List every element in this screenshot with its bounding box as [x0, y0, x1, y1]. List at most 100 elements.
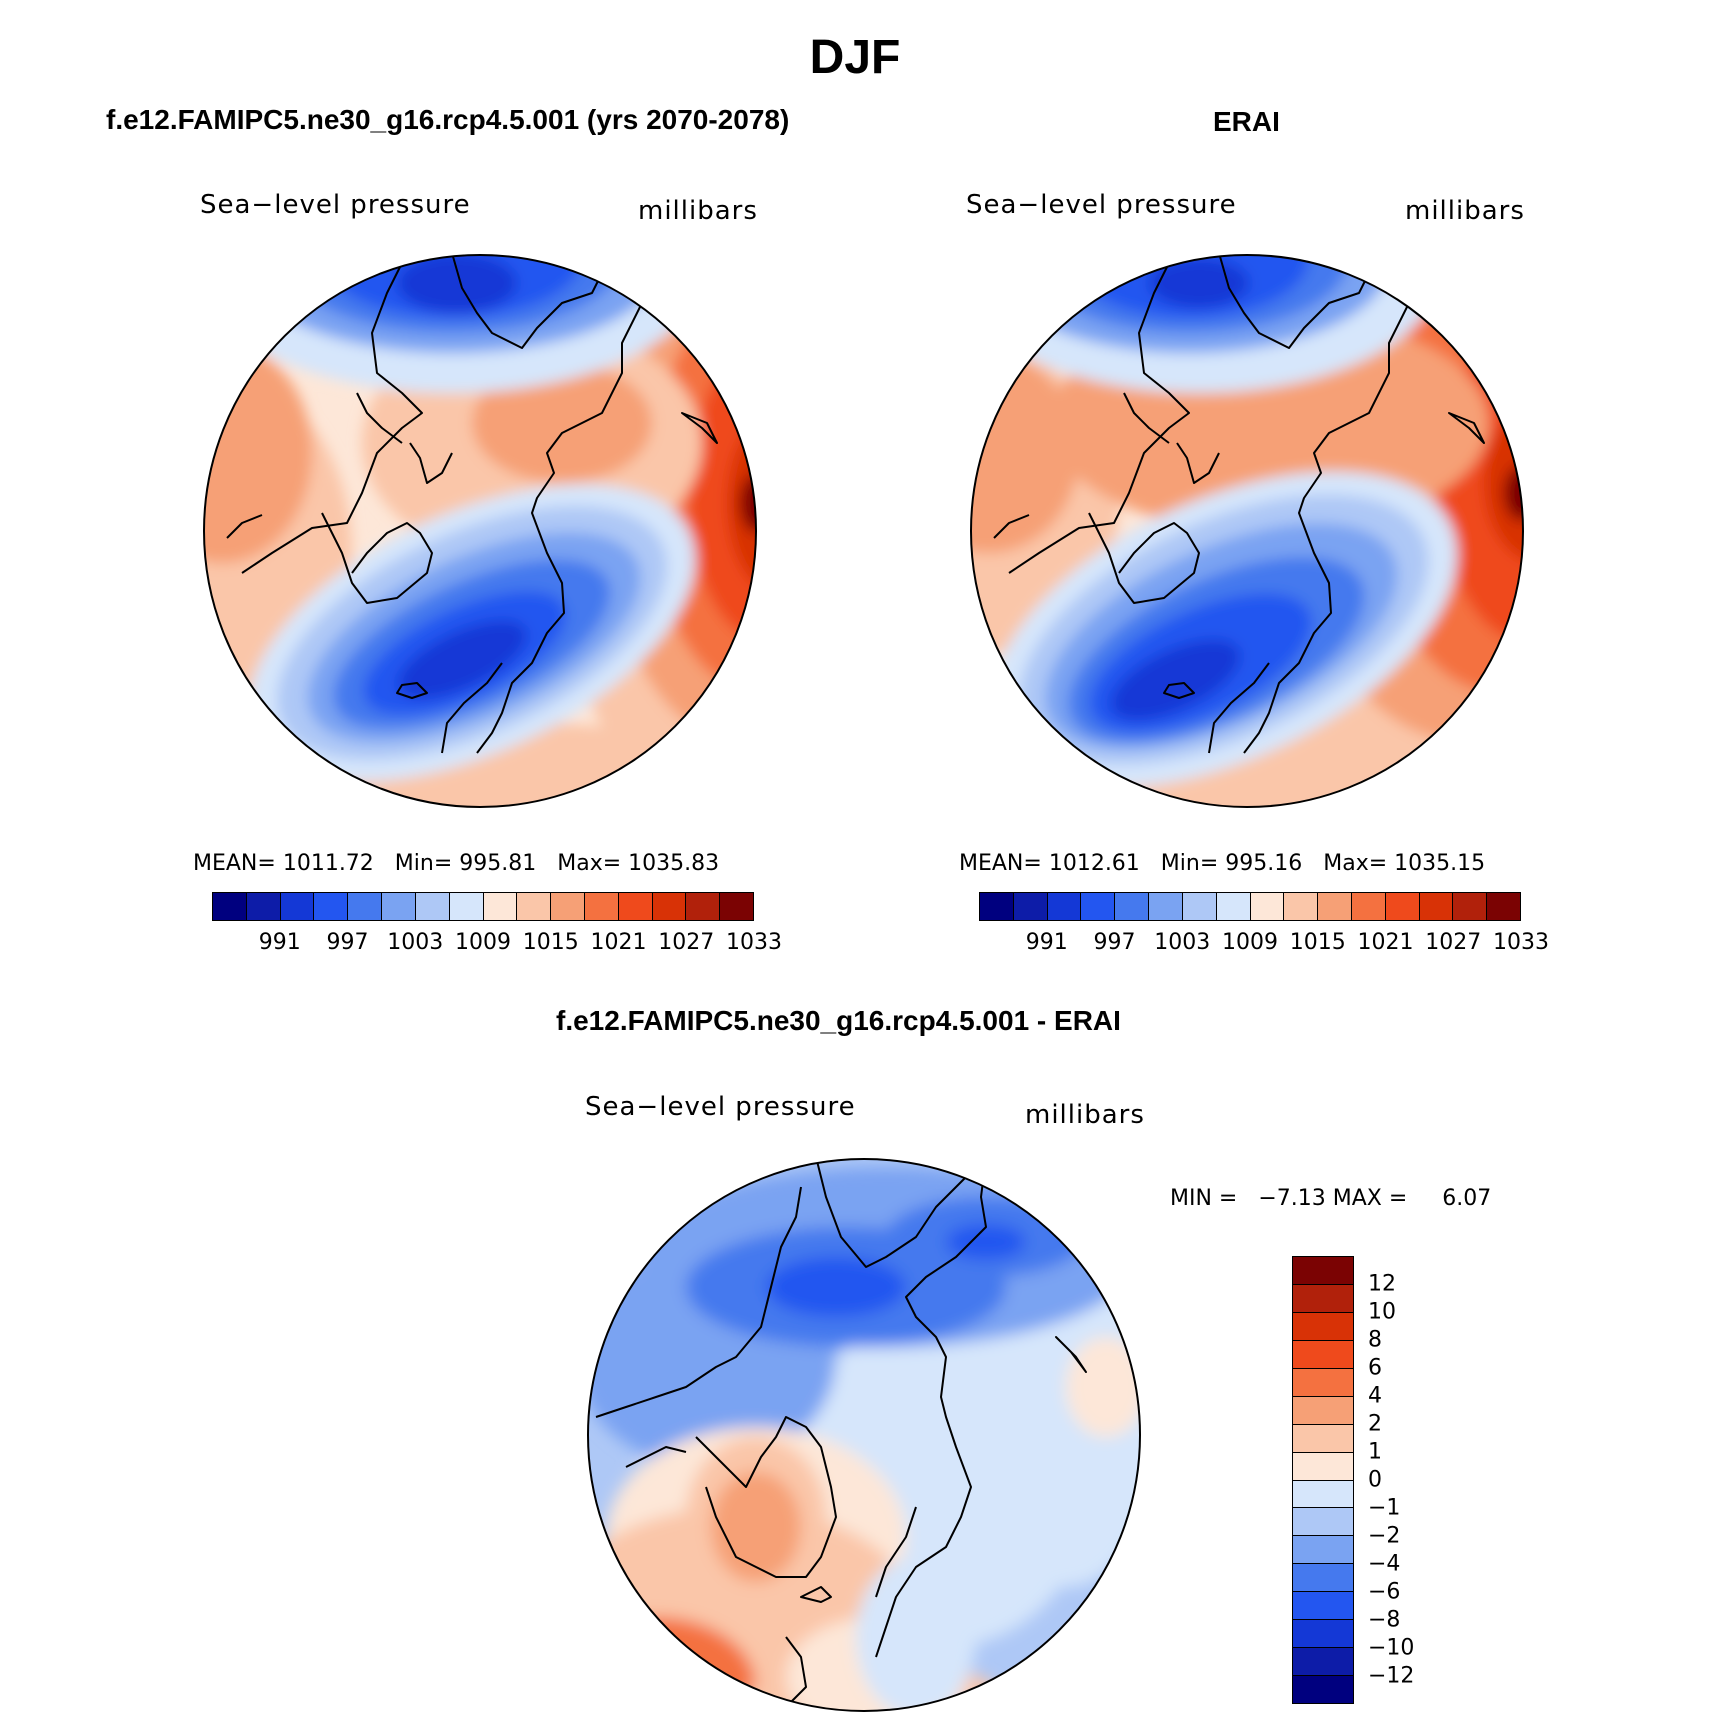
colorbar-swatch	[1284, 893, 1319, 920]
panel-1-colorbar-ticks: 991 997 1003 1009 1015 1021 1027 1033	[212, 930, 782, 960]
colorbar-swatch	[652, 893, 687, 920]
colorbar-swatch	[382, 893, 416, 920]
panel-2-tick: 997	[1093, 930, 1136, 955]
colorbar-diff-swatch	[1293, 1312, 1353, 1341]
panel-3-title: f.e12.FAMIPC5.ne30_g16.rcp4.5.001 - ERAI	[556, 1005, 1121, 1036]
colorbar-diff-swatch	[1293, 1257, 1353, 1285]
colorbar-swatch	[1149, 893, 1183, 920]
panel-3-min-value: −7.13	[1258, 1186, 1326, 1211]
panel-2-mean-value: 1012.61	[1048, 851, 1140, 876]
panel-1-variable-label: Sea−level pressure	[200, 190, 471, 220]
colorbar-swatch	[1250, 893, 1285, 920]
panel-2-tick: 1003	[1154, 930, 1211, 955]
colorbar-swatch	[517, 893, 552, 920]
colorbar-swatch	[1047, 893, 1082, 920]
colorbar-diff-swatch	[1293, 1480, 1353, 1509]
panel-1-units-label: millibars	[638, 196, 758, 226]
colorbar-swatch	[280, 893, 315, 920]
colorbar-diff-swatch	[1293, 1648, 1353, 1677]
colorbar-swatch	[314, 893, 349, 920]
panel-3-tick: −1	[1368, 1495, 1401, 1521]
colorbar-swatch	[1385, 893, 1420, 920]
panel-3-tick: −2	[1368, 1523, 1401, 1549]
colorbar-swatch	[1318, 893, 1352, 920]
panel-1-min-label: Min=	[394, 851, 453, 876]
colorbar-swatch	[483, 893, 518, 920]
panel-1-tick: 997	[326, 930, 369, 955]
colorbar-swatch	[1351, 893, 1386, 920]
panel-1-mean-label: MEAN=	[193, 851, 276, 876]
panel-3-max-value: 6.07	[1442, 1186, 1492, 1211]
panel-3-tick: 12	[1368, 1271, 1396, 1297]
panel-3-polar-map	[587, 1158, 1141, 1712]
panel-3-tick: −10	[1368, 1635, 1415, 1661]
panel-1-mean-value: 1011.72	[282, 851, 374, 876]
panel-3-max-label: MAX =	[1332, 1186, 1408, 1211]
colorbar-swatch	[415, 893, 450, 920]
panel-2-min-label: Min=	[1160, 851, 1219, 876]
colorbar-swatch	[1115, 893, 1150, 920]
panel-1-title: f.e12.FAMIPC5.ne30_g16.rcp4.5.001 (yrs 2…	[106, 104, 790, 135]
panel-2-colorbar	[979, 892, 1521, 921]
colorbar-swatch	[348, 893, 383, 920]
panel-2-min-value: 995.16	[1225, 851, 1303, 876]
colorbar-diff-swatch	[1293, 1592, 1353, 1621]
panel-1-polar-map	[203, 254, 757, 808]
colorbar-diff-swatch	[1293, 1340, 1353, 1369]
panel-2-variable-label: Sea−level pressure	[966, 190, 1237, 220]
panel-2-tick: 1021	[1357, 930, 1414, 955]
panel-3-tick: 8	[1368, 1327, 1382, 1353]
panel-3-tick: 10	[1368, 1299, 1396, 1325]
colorbar-swatch	[686, 893, 721, 920]
panel-2-max-label: Max=	[1323, 851, 1388, 876]
panel-1-tick: 1009	[455, 930, 511, 955]
colorbar-diff-swatch	[1293, 1536, 1353, 1565]
panel-3-tick: 6	[1368, 1355, 1382, 1381]
panel-2-tick: 1027	[1425, 930, 1482, 955]
colorbar-diff-swatch	[1293, 1564, 1353, 1593]
figure-title: DJF	[809, 31, 901, 84]
panel-3-tick: −4	[1368, 1551, 1401, 1577]
colorbar-diff-swatch	[1293, 1368, 1353, 1397]
panel-3-tick: −8	[1368, 1607, 1401, 1633]
panel-2-colorbar-ticks: 991 997 1003 1009 1015 1021 1027 1033	[979, 930, 1549, 960]
panel-3-colorbar-ticks: 12 10 8 6 4 2 1 0 −1 −2 −4 −6 −8 −10 −12	[1368, 1256, 1448, 1704]
colorbar-swatch	[1081, 893, 1116, 920]
panel-2-tick: 1009	[1222, 930, 1278, 955]
panel-1-tick: 1033	[726, 930, 782, 955]
colorbar-swatch	[980, 893, 1014, 920]
panel-1-tick: 1027	[658, 930, 715, 955]
colorbar-swatch	[1419, 893, 1454, 920]
colorbar-swatch	[618, 893, 653, 920]
panel-1-stats: MEAN= 1011.72 Min= 995.81 Max= 1035.83	[193, 851, 719, 876]
panel-1-tick: 1015	[522, 930, 579, 955]
panel-1-min-value: 995.81	[459, 851, 537, 876]
colorbar-swatch	[1453, 893, 1488, 920]
panel-2-title: ERAI	[1213, 106, 1280, 137]
panel-3-min-label: MIN =	[1170, 1186, 1238, 1211]
panel-2-max-value: 1035.15	[1394, 851, 1486, 876]
colorbar-diff-swatch	[1293, 1396, 1353, 1425]
colorbar-swatch	[1216, 893, 1251, 920]
panel-2-tick: 991	[1025, 930, 1068, 955]
panel-3-units-label: millibars	[1025, 1100, 1145, 1130]
panel-3-tick: −6	[1368, 1579, 1401, 1605]
panel-1-colorbar	[212, 892, 754, 921]
colorbar-diff-swatch	[1293, 1284, 1353, 1313]
panel-1-tick: 1003	[387, 930, 444, 955]
panel-3-stats: MIN = −7.13 MAX = 6.07	[1170, 1186, 1491, 1211]
colorbar-swatch	[584, 893, 619, 920]
panel-3-tick: 4	[1368, 1383, 1382, 1409]
panel-1-tick: 1021	[590, 930, 647, 955]
colorbar-swatch	[720, 893, 753, 920]
colorbar-diff-swatch	[1293, 1676, 1353, 1703]
colorbar-diff-swatch	[1293, 1508, 1353, 1537]
panel-1-max-value: 1035.83	[628, 851, 720, 876]
colorbar-swatch	[1487, 893, 1520, 920]
panel-3-tick: 2	[1368, 1411, 1382, 1437]
colorbar-swatch	[1182, 893, 1217, 920]
colorbar-diff-swatch	[1293, 1620, 1353, 1649]
colorbar-swatch	[1013, 893, 1048, 920]
panel-1-tick: 991	[258, 930, 301, 955]
panel-1-max-label: Max=	[557, 851, 622, 876]
